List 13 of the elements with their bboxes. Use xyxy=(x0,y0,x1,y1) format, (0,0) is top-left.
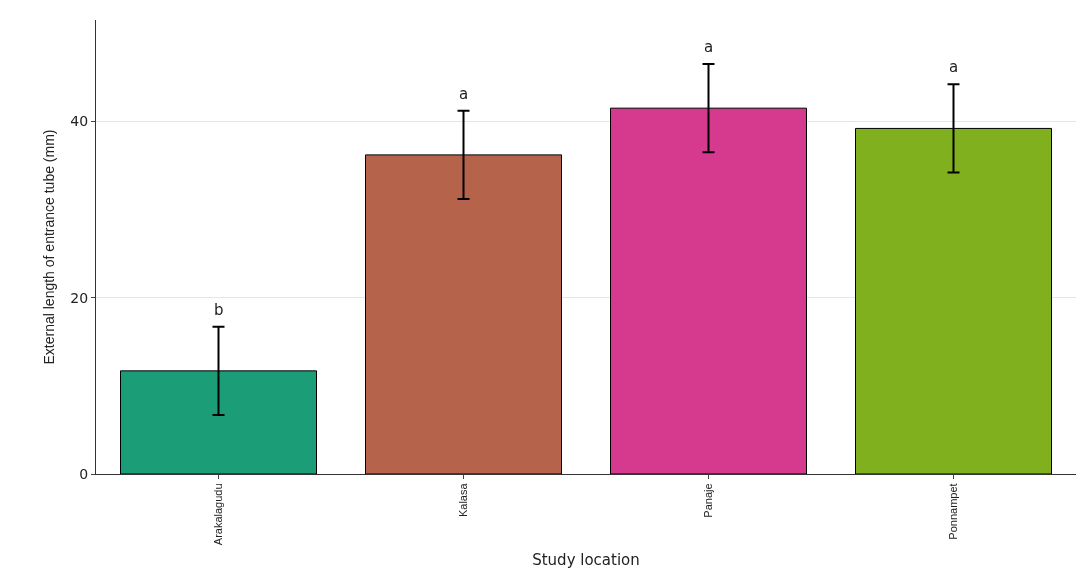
annotation: b xyxy=(214,301,224,319)
y-tick-label: 40 xyxy=(70,113,89,130)
annotation: a xyxy=(949,58,959,76)
y-axis-title: External length of entrance tube (mm) xyxy=(40,129,57,365)
x-tick-label: Arakalagudu xyxy=(212,483,225,546)
annotation: a xyxy=(459,85,469,103)
x-tick-label: Panaje xyxy=(702,483,715,518)
y-tick-label: 0 xyxy=(79,465,89,482)
x-axis-title: Study location xyxy=(532,551,640,570)
x-tick-label: Ponnampet xyxy=(947,483,960,540)
annotation: a xyxy=(704,38,714,56)
x-tick-label: Kalasa xyxy=(457,482,470,518)
y-tick-label: 20 xyxy=(70,289,89,306)
